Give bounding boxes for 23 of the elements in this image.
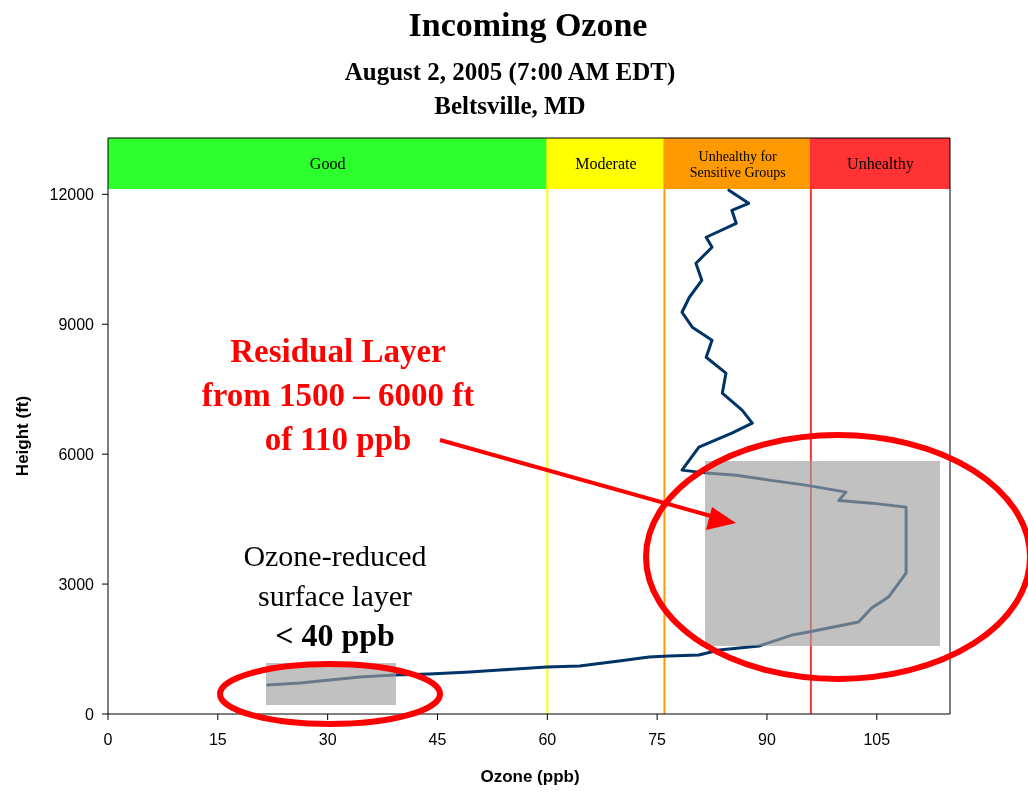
band-label: Unhealthy — [847, 154, 914, 173]
chart-subtitle: August 2, 2005 (7:00 AM EDT) Beltsville, MD — [344, 58, 676, 119]
band-label: Good — [309, 154, 346, 172]
x-tick-label: 90 — [758, 731, 776, 748]
x-tick-label: 30 — [318, 731, 337, 748]
x-axis-title: Ozone (ppb) — [480, 767, 580, 786]
y-tick-label: 0 — [85, 706, 95, 723]
x-tick-label: 45 — [428, 731, 447, 748]
x-tick-label: 105 — [863, 731, 891, 748]
x-tick-label: 0 — [103, 731, 113, 748]
band-label: Unhealthy for Sensitive Groups — [689, 148, 786, 180]
annotation: Ozone-reduced surface layer < 40 ppb — [243, 539, 427, 653]
y-tick-label: 12000 — [49, 186, 95, 204]
y-tick-label: 3000 — [58, 576, 95, 594]
y-axis-title: Height (ft) — [13, 395, 32, 477]
x-tick-label: 15 — [208, 731, 227, 748]
band-label: Moderate — [575, 154, 637, 172]
annotation: Residual Layer from 1500 – 6000 ft of 110 ppb — [201, 333, 475, 457]
x-tick-label: 60 — [538, 731, 557, 748]
x-tick-label: 75 — [648, 731, 667, 748]
y-tick-label: 9000 — [58, 316, 95, 334]
y-tick-label: 6000 — [58, 446, 95, 464]
chart-title: Incoming Ozone — [408, 6, 648, 43]
